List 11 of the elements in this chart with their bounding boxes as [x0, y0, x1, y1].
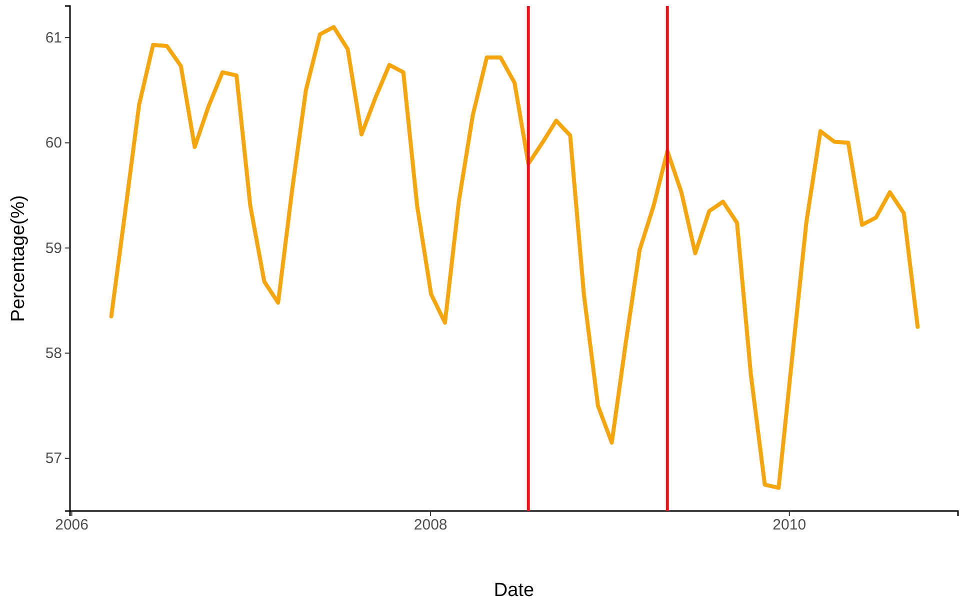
- y-tick-label: 57: [45, 450, 62, 468]
- x-tick-label: 2006: [55, 516, 88, 534]
- y-tick-label: 59: [45, 240, 62, 257]
- x-tick-label: 2010: [772, 516, 806, 534]
- y-tick-label: 58: [45, 344, 62, 362]
- x-axis-title: Date: [494, 580, 534, 601]
- line-series: [109, 25, 920, 490]
- y-tick-label: 60: [45, 134, 62, 152]
- y-axis-title: Percentage(%): [8, 195, 29, 322]
- x-tick-label: 2008: [414, 516, 448, 534]
- y-tick-label: 61: [45, 29, 62, 46]
